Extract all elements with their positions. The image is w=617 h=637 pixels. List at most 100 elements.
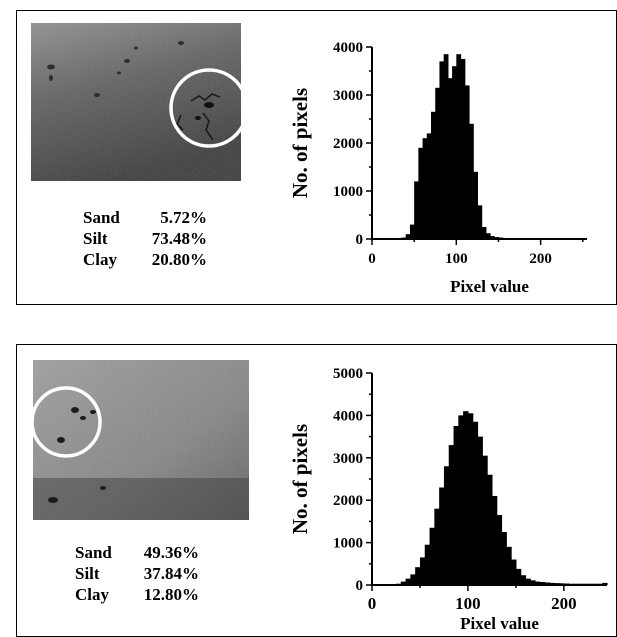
histogram-bar (539, 582, 546, 585)
y-tick-label: 4000 (333, 408, 363, 424)
histogram-bar (525, 578, 531, 585)
composition-row-sand: Sand 5.72% (83, 207, 207, 228)
composition-value: 12.80% (143, 585, 199, 604)
x-axis-title: Pixel value (460, 614, 539, 633)
histogram-bar (410, 574, 416, 585)
x-tick-label: 100 (455, 594, 481, 613)
histogram-bar (418, 147, 424, 239)
histogram-bar (422, 138, 428, 239)
composition-label: Sand (83, 208, 120, 227)
y-tick-label: 5000 (333, 366, 363, 382)
composition-label: Silt (75, 564, 100, 583)
highlight-circle (33, 386, 102, 458)
composition-label: Clay (75, 585, 109, 604)
histogram-bar (400, 581, 407, 585)
histogram-bar (456, 54, 462, 240)
composition-row-clay: Clay 12.80% (75, 584, 199, 605)
soil-composition: Sand 49.36% Silt 37.84% Clay 12.80% (75, 542, 199, 605)
sample-panel-1: Sand 5.72% Silt 73.48% Clay 20.80% 0 1000… (16, 10, 617, 305)
histogram-bar (477, 436, 483, 585)
pixel-histogram: 0 1000 2000 3000 4000 5000 0 100 200 Pixel value N… (288, 366, 608, 633)
histogram-bar (496, 515, 503, 585)
histogram-bar (520, 575, 527, 585)
histogram-bar (463, 411, 469, 585)
histogram-bar (535, 581, 541, 585)
histogram-bar (443, 466, 450, 585)
histogram-bar (415, 567, 421, 585)
histogram-bar (481, 227, 487, 239)
histogram-bar (511, 559, 517, 585)
composition-label: Sand (75, 543, 112, 562)
composition-value: 49.36% (143, 543, 199, 562)
composition-row-silt: Silt 73.48% (83, 228, 207, 249)
histogram-bar (485, 233, 491, 239)
composition-row-sand: Sand 49.36% (75, 542, 199, 563)
histogram-bar (487, 474, 493, 585)
histogram-bar (506, 546, 512, 585)
y-tick-label: 1000 (333, 536, 363, 552)
histogram-bar (530, 580, 536, 585)
histogram-bar (467, 413, 474, 585)
histogram-bar (431, 111, 436, 239)
histogram-bar (460, 59, 466, 239)
histogram-bar (414, 181, 419, 239)
histogram-bar (602, 582, 608, 585)
histogram-bar (435, 87, 441, 239)
histogram-bar (468, 123, 474, 239)
histogram-bar (482, 455, 488, 585)
histogram-bar (501, 532, 507, 585)
histogram-bar (443, 54, 449, 240)
y-tick-label: 2000 (333, 493, 363, 509)
histogram-bar (472, 421, 479, 585)
composition-label: Silt (83, 229, 108, 248)
histogram-bar (464, 85, 470, 240)
histogram-bar (477, 205, 483, 239)
sample-panel-2: Sand 49.36% Silt 37.84% Clay 12.80% 0 100… (16, 344, 617, 637)
histogram-bar (424, 544, 431, 585)
histogram-bar (458, 415, 464, 585)
y-axis-title: No. of pixels (288, 424, 312, 534)
y-tick-label: 3000 (333, 451, 363, 467)
y-tick-label: 0 (356, 578, 364, 594)
composition-value: 73.48% (151, 229, 207, 248)
histogram-bar (549, 582, 555, 585)
histogram-bar (544, 582, 551, 585)
x-tick-label: 0 (368, 251, 376, 267)
histogram-bar (419, 557, 426, 585)
x-tick-label: 200 (529, 251, 552, 267)
histogram-bar (426, 133, 432, 239)
histogram-bar (447, 78, 453, 239)
composition-row-silt: Silt 37.84% (75, 563, 199, 584)
composition-row-clay: Clay 20.80% (83, 249, 207, 270)
histogram-bar (515, 568, 522, 585)
y-tick-label: 4000 (333, 40, 363, 56)
histogram-bar (439, 61, 445, 240)
y-tick-label: 3000 (333, 88, 363, 104)
x-tick-label: 0 (368, 594, 377, 613)
soil-surface-image (31, 23, 241, 181)
composition-value: 5.72% (160, 208, 207, 227)
histogram-bar (434, 508, 440, 585)
composition-value: 37.84% (143, 564, 199, 583)
histogram-bar (429, 527, 435, 585)
histogram-bar (405, 578, 411, 585)
histogram-bar (453, 426, 459, 585)
x-tick-label: 200 (551, 594, 577, 613)
highlight-circle (169, 68, 241, 148)
histogram-bar (439, 487, 445, 585)
histogram-bar (452, 66, 457, 239)
y-tick-label: 2000 (333, 136, 363, 152)
x-axis-title: Pixel value (450, 277, 529, 296)
soil-composition: Sand 5.72% Silt 73.48% Clay 20.80% (83, 207, 207, 270)
y-tick-label: 0 (356, 232, 364, 248)
composition-label: Clay (83, 250, 117, 269)
histogram-bar (405, 234, 411, 239)
histogram-bar (448, 445, 455, 585)
histogram-bar (473, 171, 478, 239)
composition-value: 20.80% (151, 250, 207, 269)
soil-surface-image (33, 360, 249, 520)
histogram-bar (409, 224, 415, 239)
histogram-bar (490, 236, 495, 239)
y-axis-title: No. of pixels (288, 88, 312, 198)
